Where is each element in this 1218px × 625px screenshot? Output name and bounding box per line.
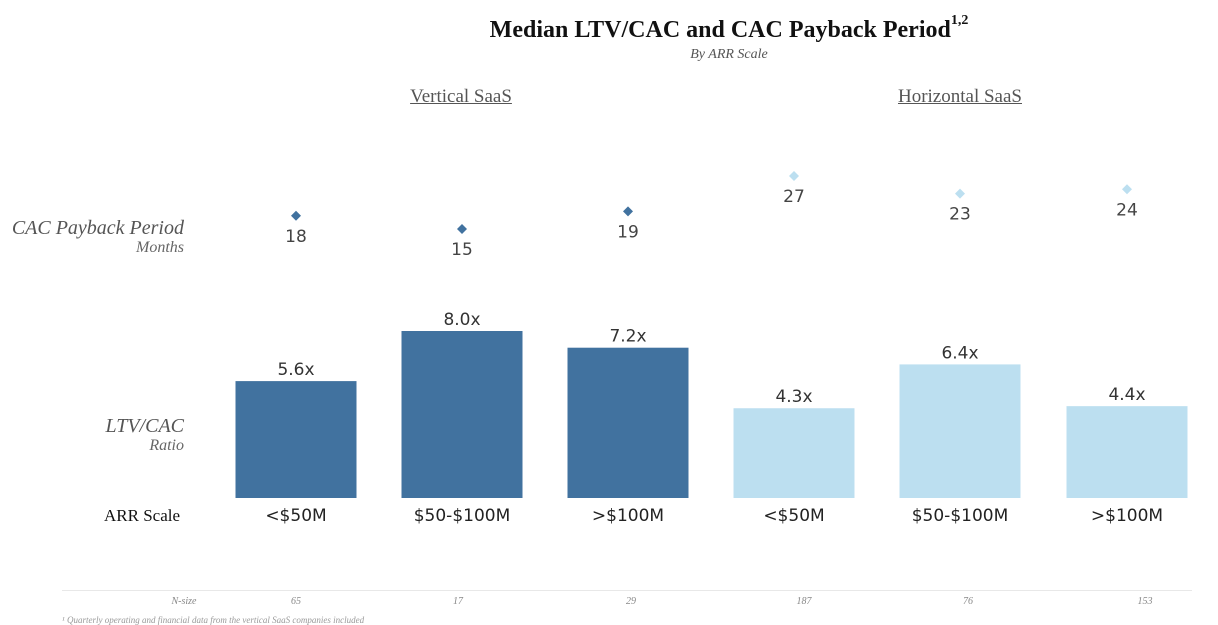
- ltv-cac-value-label: 8.0x: [443, 310, 480, 330]
- group-header-horizontal: Horizontal SaaS: [897, 86, 1022, 107]
- chart-subtitle: By ARR Scale: [690, 47, 768, 62]
- n-size-label: N-size: [171, 596, 197, 607]
- n-size-value: 187: [796, 596, 812, 607]
- payback-value-label: 24: [1116, 200, 1138, 220]
- payback-point: [1122, 184, 1132, 195]
- x-axis-label: ARR Scale: [104, 506, 181, 525]
- ltv-cac-bar: [1066, 406, 1188, 498]
- category-tick-label: $50-$100M: [912, 506, 1009, 526]
- n-size-value: 29: [626, 596, 636, 607]
- n-size-value: 65: [291, 596, 301, 607]
- n-size-value: 76: [963, 596, 973, 607]
- payback-value-label: 18: [285, 227, 307, 247]
- ltv-cac-unit: Ratio: [149, 437, 184, 454]
- payback-unit: Months: [136, 239, 184, 256]
- payback-value-label: 15: [451, 240, 473, 260]
- ltv-cac-value-label: 5.6x: [277, 360, 314, 380]
- n-size-value: 153: [1137, 596, 1153, 607]
- payback-point: [291, 210, 301, 221]
- category-tick-label: $50-$100M: [414, 506, 511, 526]
- ltv-cac-value-label: 4.3x: [775, 387, 812, 407]
- payback-point: [457, 224, 467, 234]
- category-tick-label: <$50M: [763, 506, 824, 526]
- ltv-cac-bar: [235, 381, 357, 498]
- chart-title: Median LTV/CAC and CAC Payback Period1,2: [489, 13, 969, 43]
- ltv-cac-bar: [733, 408, 855, 498]
- ltv-cac-bar: [567, 347, 689, 498]
- payback-row-label: CAC Payback Period Months: [12, 217, 184, 257]
- payback-point: [955, 188, 965, 199]
- ltv-cac-value-label: 6.4x: [941, 343, 978, 363]
- payback-point: [623, 206, 633, 217]
- ltv-cac-bar: [899, 364, 1021, 498]
- group-header-vertical: Vertical SaaS: [410, 86, 512, 107]
- ltv-cac-value-label: 4.4x: [1108, 385, 1145, 405]
- payback-value-label: 23: [949, 205, 971, 225]
- payback-value-label: 19: [617, 222, 639, 242]
- ltv-cac-row-label: LTV/CAC Ratio: [105, 415, 184, 455]
- payback-point: [789, 171, 799, 181]
- payback-label: CAC Payback Period: [11, 217, 184, 239]
- category-tick-label: <$50M: [265, 506, 326, 526]
- ltv-cac-bar: [401, 331, 523, 498]
- n-size-value: 17: [453, 596, 463, 607]
- ltv-cac-value-label: 7.2x: [609, 327, 646, 347]
- category-tick-label: >$100M: [1091, 506, 1163, 526]
- footer-divider: [62, 590, 1192, 591]
- category-tick-label: >$100M: [592, 506, 664, 526]
- footnote: ¹ Quarterly operating and financial data…: [62, 615, 365, 625]
- ltv-cac-label: LTV/CAC: [105, 415, 184, 437]
- payback-value-label: 27: [783, 187, 805, 207]
